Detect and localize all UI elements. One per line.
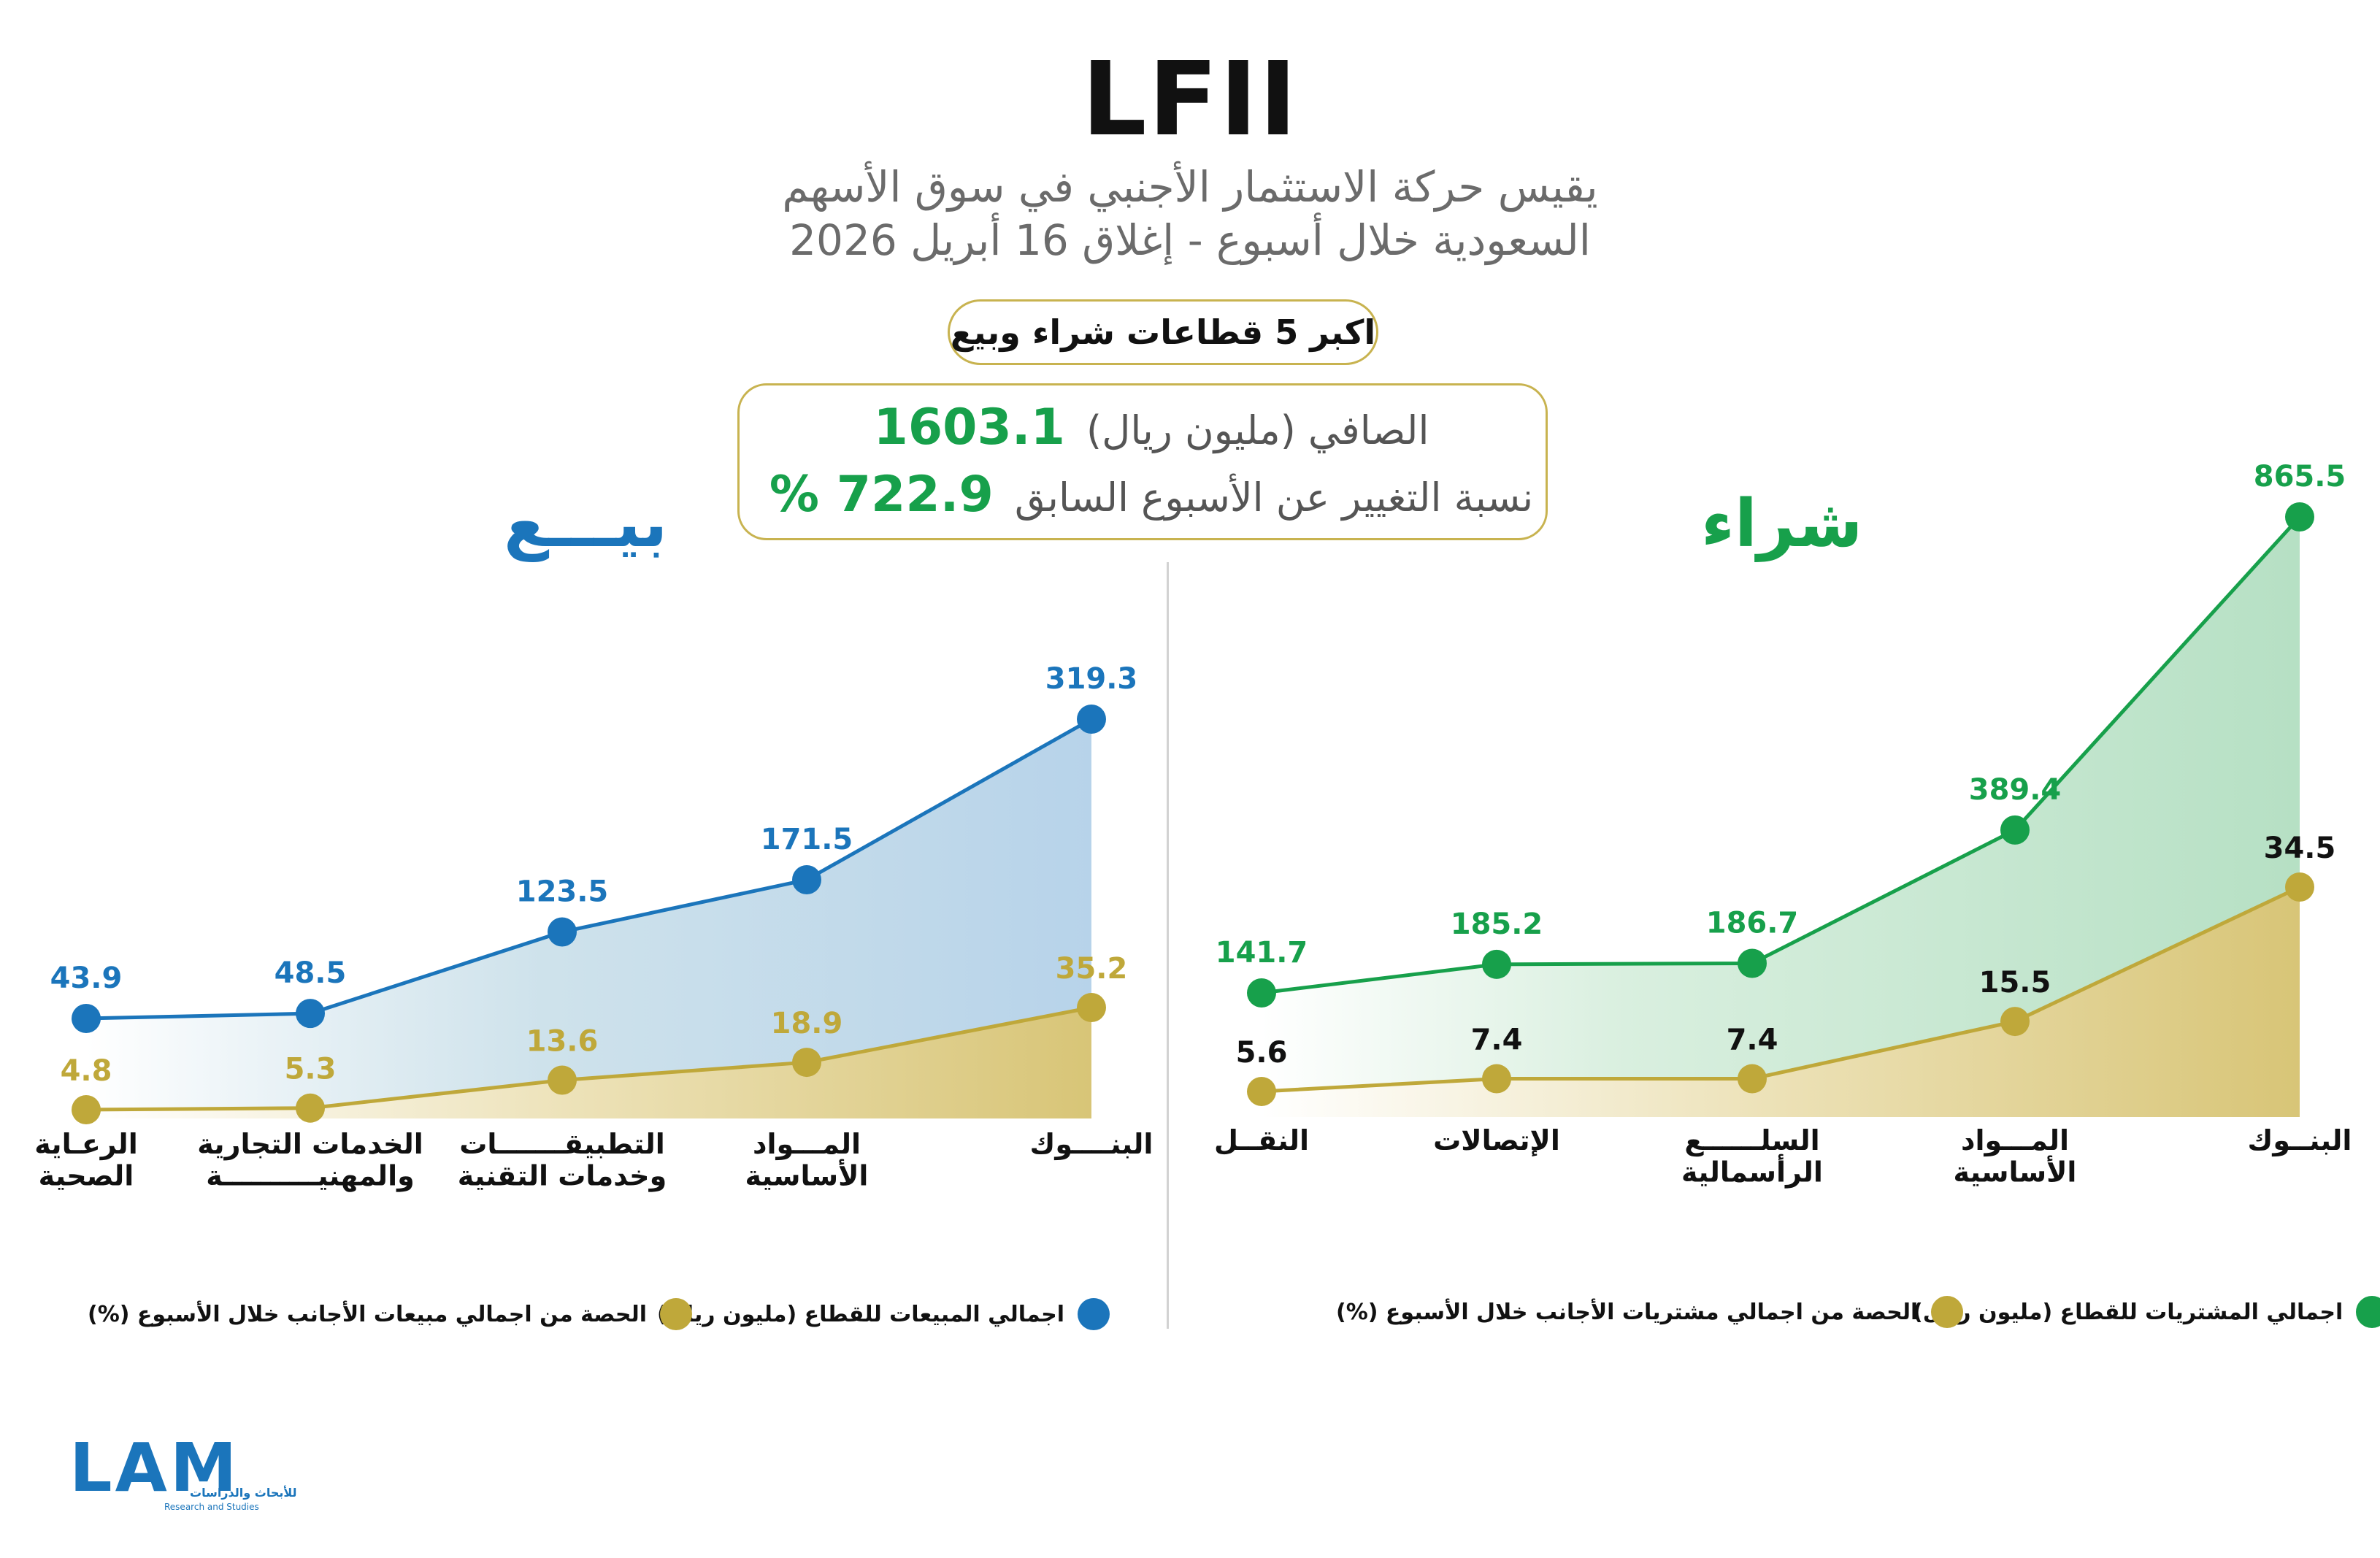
- gold-dot-icon: [1931, 1296, 1964, 1328]
- sell-total-point: [296, 999, 325, 1029]
- buy-category-label: النقــل: [1214, 1124, 1309, 1156]
- net-row: الصافي (مليون ريال) 1603.1: [740, 399, 1546, 456]
- buy-total-value-label: 185.2: [1451, 907, 1543, 941]
- buy-total-value-label: 389.4: [1969, 773, 2062, 807]
- sell-total-point: [72, 1004, 101, 1033]
- sell-share-point: [548, 1065, 577, 1095]
- buy-category-label: البنــوك: [2248, 1124, 2352, 1156]
- logo-tagline-en: Research and Studies: [164, 1502, 259, 1512]
- sell-share-area: [86, 1008, 1091, 1118]
- gold-dot-icon: [660, 1298, 693, 1330]
- sell-category-label: الرعـاية الصحية: [34, 1128, 137, 1192]
- sell-legend-total-label: اجمالي المبيعات للقطاع (مليون ريال): [657, 1301, 1064, 1327]
- buy-total-point: [2000, 815, 2030, 845]
- buy-legend-share: الحصة من اجمالي مشتريات الأجانب خلال الأ…: [1336, 1296, 1964, 1328]
- page-title: LFII: [1081, 40, 1299, 159]
- sell-share-value-label: 13.6: [526, 1024, 599, 1058]
- buy-share-area: [1262, 887, 2300, 1117]
- buy-total-area: [1262, 517, 2300, 1117]
- sell-share-value-label: 5.3: [285, 1053, 337, 1086]
- net-value: 1603.1: [873, 399, 1065, 456]
- lam-logo: LAM للأبحاث والدراسات Research and Studi…: [69, 1429, 297, 1515]
- sell-category-label: الخدمات التجارية والمهنيــــــــــة: [197, 1128, 423, 1193]
- top-sectors-pill: اكبر 5 قطاعات شراء وبيع: [948, 299, 1378, 365]
- buy-total-value-label: 141.7: [1216, 936, 1308, 970]
- sell-legend-share-label: الحصة من اجمالي مبيعات الأجانب خلال الأس…: [88, 1301, 648, 1327]
- sell-share-point: [1077, 993, 1106, 1022]
- buy-share-value-label: 7.4: [1727, 1024, 1778, 1057]
- buy-share-value-label: 5.6: [1236, 1036, 1288, 1070]
- buy-category-label: الإتصالات: [1433, 1124, 1560, 1156]
- sell-share-value-label: 35.2: [1056, 952, 1128, 986]
- buy-chart: 865.5 389.4 186.7 185.2 141.7 34.5 15.5 7.4 7.4 5…: [1214, 460, 2352, 1189]
- buy-total-point: [1482, 949, 1511, 979]
- sell-total-value-label: 171.5: [761, 823, 853, 856]
- sell-share-point: [72, 1095, 101, 1124]
- section-divider: [1167, 562, 1169, 1329]
- sell-share-value-label: 18.9: [771, 1007, 843, 1040]
- buy-legend-total: اجمالي المشتريات للقطاع (مليون ريال): [1913, 1296, 2380, 1328]
- buy-legend-total-label: اجمالي المشتريات للقطاع (مليون ريال): [1913, 1299, 2343, 1325]
- sell-category-label: التطبيقـــــــات وخدمات التقنية: [458, 1128, 667, 1193]
- sell-total-point: [548, 917, 577, 947]
- buy-share-value-label: 34.5: [2264, 832, 2336, 865]
- buy-share-point: [2285, 872, 2314, 902]
- buy-share-point: [1738, 1064, 1767, 1094]
- change-value: 722.9 %: [769, 466, 994, 523]
- sell-share-value-label: 4.8: [61, 1054, 112, 1088]
- sell-share-point: [792, 1048, 821, 1078]
- sell-total-value-label: 319.3: [1045, 662, 1138, 696]
- buy-total-point: [1738, 948, 1767, 978]
- sell-section-title: بيـــع: [504, 486, 668, 562]
- buy-total-value-label: 186.7: [1706, 906, 1799, 940]
- sell-total-point: [1077, 705, 1106, 734]
- sell-legend-total: اجمالي المبيعات للقطاع (مليون ريال): [657, 1298, 1110, 1330]
- buy-total-point: [1247, 978, 1276, 1008]
- buy-section-title: شراء: [1701, 486, 1863, 562]
- logo-tagline-ar: للأبحاث والدراسات: [190, 1486, 297, 1500]
- sell-total-value-label: 48.5: [275, 956, 347, 990]
- buy-share-point: [2000, 1007, 2030, 1037]
- sell-chart: 319.3 171.5 123.5 48.5 43.9 35.2 18.9 13.6 5.3 4.…: [34, 662, 1153, 1193]
- sell-category-label: البنــــوك: [1030, 1128, 1153, 1160]
- buy-share-value-label: 7.4: [1471, 1024, 1523, 1057]
- subtitle-line-2: السعودية خلال أسبوع - إغلاق 16 أبريل 202…: [789, 215, 1591, 265]
- buy-legend-share-label: الحصة من اجمالي مشتريات الأجانب خلال الأ…: [1336, 1299, 1919, 1325]
- net-summary-box: الصافي (مليون ريال) 1603.1 نسبة التغيير …: [737, 383, 1548, 540]
- sell-total-area: [86, 719, 1091, 1118]
- net-label: الصافي (مليون ريال): [1086, 407, 1429, 453]
- change-label: نسبة التغيير عن الأسبوع السابق: [1014, 475, 1534, 521]
- sell-total-value-label: 43.9: [50, 962, 123, 995]
- blue-dot-icon: [1078, 1298, 1110, 1330]
- buy-share-point: [1247, 1077, 1276, 1106]
- sell-total-value-label: 123.5: [516, 875, 609, 908]
- sell-legend-share: الحصة من اجمالي مبيعات الأجانب خلال الأس…: [88, 1298, 693, 1330]
- buy-total-point: [2285, 502, 2314, 532]
- change-row: نسبة التغيير عن الأسبوع السابق 722.9 %: [740, 466, 1546, 523]
- buy-category-label: المـــواد الأساسية: [1954, 1124, 2077, 1189]
- buy-category-label: السلــــــع الرأسمالية: [1681, 1124, 1823, 1189]
- sell-share-point: [296, 1093, 325, 1123]
- buy-share-point: [1482, 1064, 1511, 1094]
- sell-total-point: [792, 865, 821, 895]
- buy-total-value-label: 865.5: [2254, 460, 2346, 494]
- green-dot-icon: [2356, 1296, 2380, 1328]
- logo-wordmark: LAM: [69, 1429, 240, 1507]
- sell-category-label: المـــواد الأساسية: [745, 1128, 869, 1192]
- subtitle-line-1: يقيس حركة الاستثمار الأجنبي في سوق الأسه…: [782, 162, 1598, 212]
- buy-share-value-label: 15.5: [1979, 966, 2051, 999]
